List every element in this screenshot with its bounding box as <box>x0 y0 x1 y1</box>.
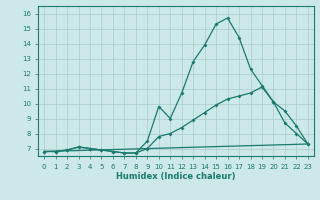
X-axis label: Humidex (Indice chaleur): Humidex (Indice chaleur) <box>116 172 236 181</box>
